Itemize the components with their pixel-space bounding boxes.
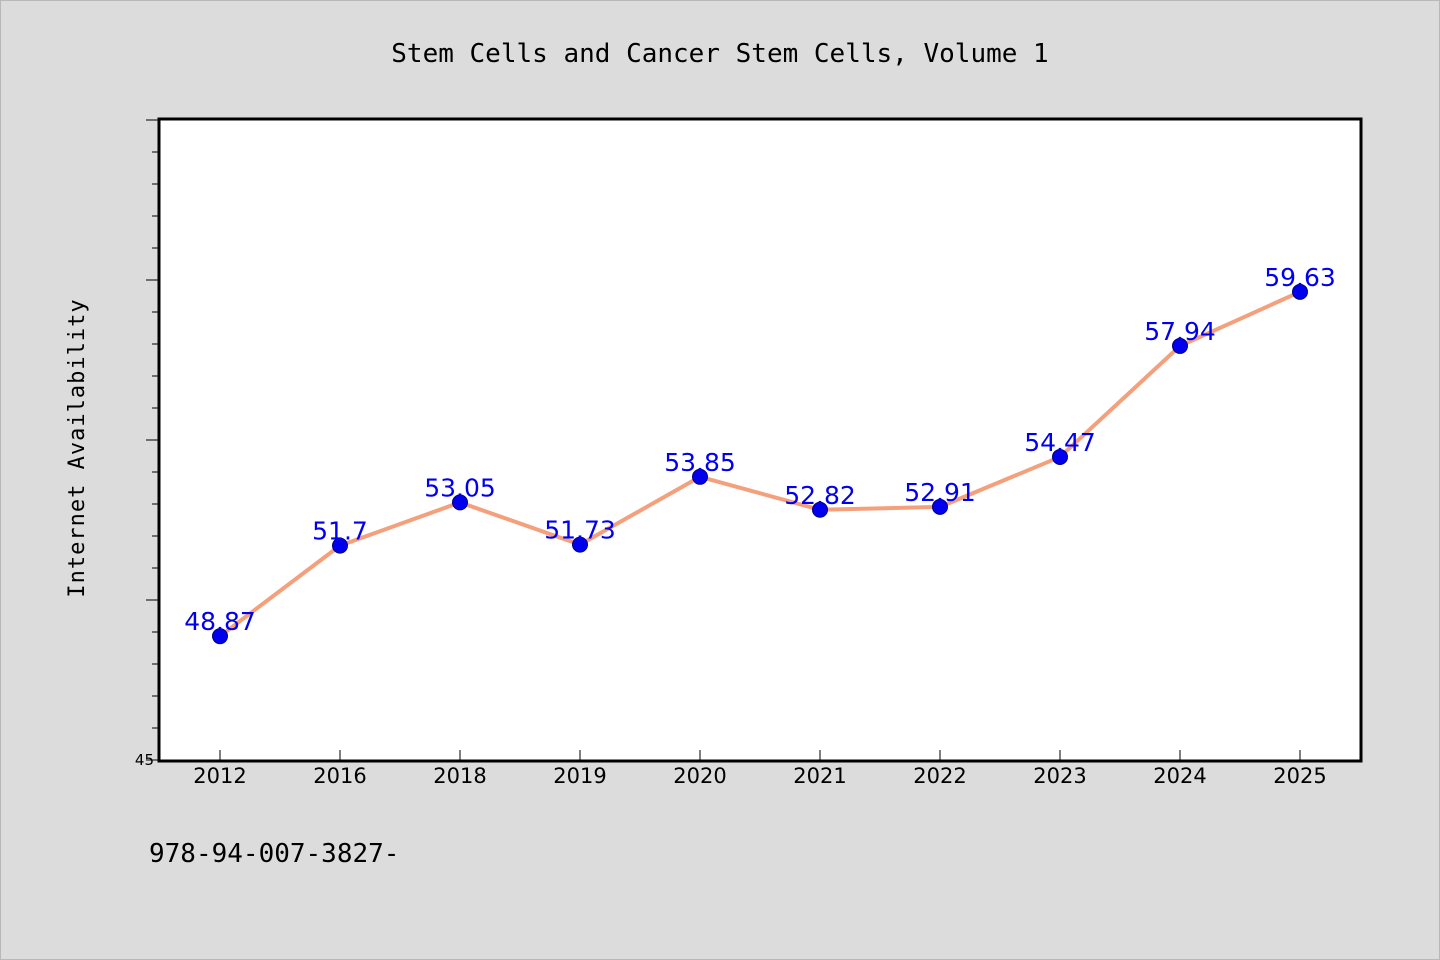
data-point: [572, 536, 588, 553]
x-tick-label: 2023: [1033, 764, 1086, 788]
x-axis-ticks: 2012 2016 2018 2019 2020 2021 2022 2023 2024 2025: [193, 750, 1327, 788]
x-tick-label: 2022: [913, 764, 966, 788]
x-tick-label: 2024: [1153, 764, 1206, 788]
data-labels: 48.87 51.7 53.05 51.73 53.85 52.82 52.91 54.47 5…: [184, 263, 1336, 636]
x-tick-label: 2012: [193, 764, 246, 788]
data-label: 48.87: [184, 607, 256, 636]
data-point: [212, 628, 228, 645]
data-point: [932, 498, 948, 515]
y-axis-label: Internet Availability: [65, 298, 90, 597]
x-tick-label: 2016: [313, 764, 366, 788]
x-tick-label: 2018: [433, 764, 486, 788]
data-label: 52.82: [784, 481, 856, 510]
data-label: 52.91: [904, 478, 976, 507]
chart-title: Stem Cells and Cancer Stem Cells, Volume…: [391, 39, 1048, 69]
data-label: 53.85: [664, 448, 736, 477]
data-label: 53.05: [424, 473, 496, 502]
x-tick-label: 2020: [673, 764, 726, 788]
y-axis-ticks: 45: [135, 119, 160, 769]
data-point: [332, 537, 348, 554]
plot-area: [157, 117, 1363, 763]
data-label: 51.73: [544, 516, 616, 545]
x-tick-label: 2019: [553, 764, 606, 788]
series-line: [218, 289, 1302, 639]
series-line-group: [218, 289, 1302, 639]
data-label: 54.47: [1024, 428, 1096, 457]
y-tick-label: 45: [135, 751, 154, 769]
x-tick-label: 2021: [793, 764, 846, 788]
x-tick-label: 2025: [1273, 764, 1326, 788]
data-point: [812, 501, 828, 518]
data-label: 51.7: [312, 517, 368, 546]
data-point: [692, 468, 708, 485]
data-label: 59.63: [1264, 263, 1336, 292]
data-point: [1292, 283, 1308, 300]
data-label: 57.94: [1144, 317, 1216, 346]
data-point: [452, 494, 468, 511]
data-point: [1052, 448, 1068, 465]
data-markers: [212, 283, 1308, 645]
data-point: [1172, 337, 1188, 354]
isbn-text: 978-94-007-3827-: [149, 839, 399, 869]
